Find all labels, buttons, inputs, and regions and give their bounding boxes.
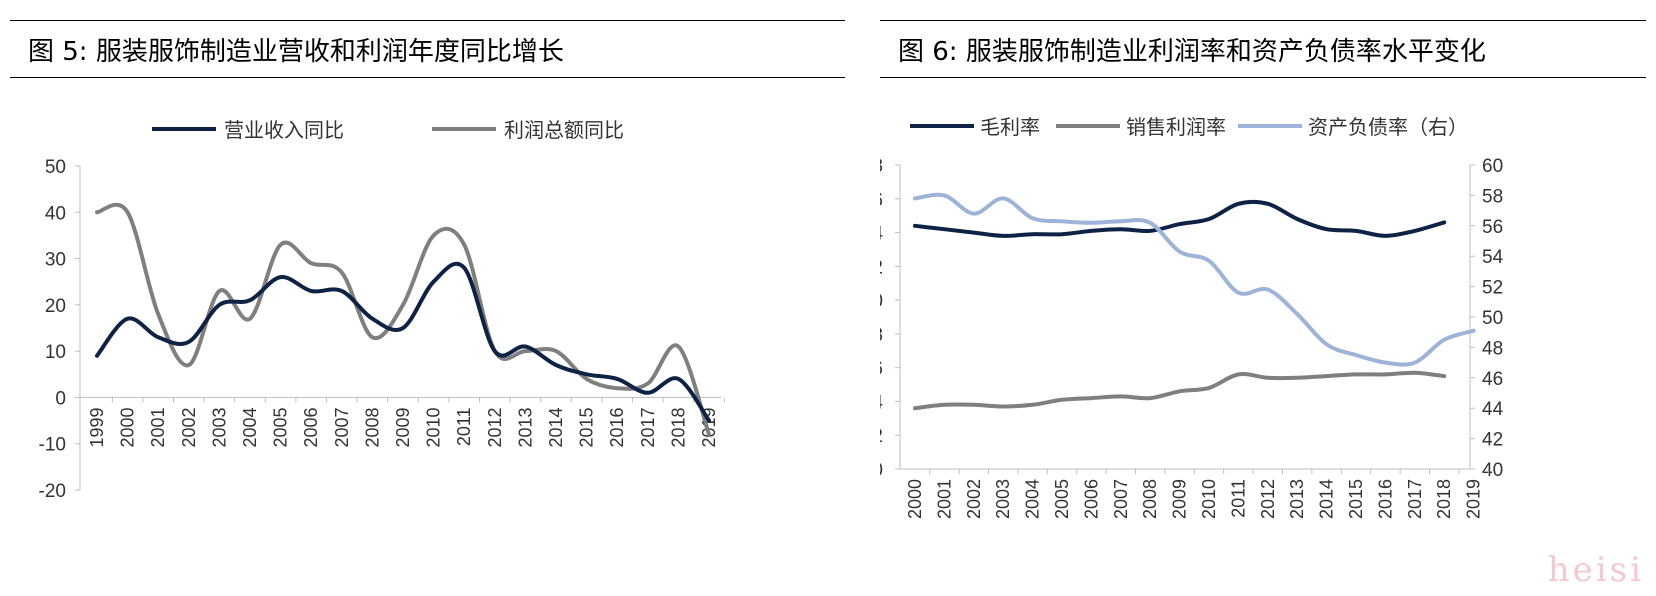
x-tick-label: 2018 [668,407,688,447]
x-tick-label: 2018 [1434,479,1454,519]
legend-label-1: 营业收入同比 [224,119,344,142]
watermark: heisi [1547,550,1644,590]
x-tick-label: 2017 [638,407,658,447]
y-left-tick-label: 14 [880,224,883,245]
figure-6-title: 图 6: 服装服饰制造业利润率和资产负债率水平变化 [898,37,1486,67]
y-left-tick-label: 6 [880,359,883,380]
y-right-tick-label: 52 [1482,278,1503,299]
x-tick-label: 2001 [148,407,168,447]
figure-5-title: 图 5: 服装服饰制造业营收和利润年度同比增长 [28,37,564,67]
x-tick-label: 2014 [546,407,566,447]
y-tick-label: 20 [45,296,66,317]
x-tick-label: 2007 [1111,479,1131,519]
x-tick-label: 2016 [607,407,627,447]
x-tick-label: 2000 [905,479,925,519]
y-left-tick-label: 2 [880,426,883,447]
y-right-tick-label: 48 [1482,338,1503,359]
series-1-line [95,261,711,423]
y-right-tick-label: 56 [1482,217,1503,238]
y-left-tick-label: 16 [880,190,883,211]
figure-5-title-bar: 图 5: 服装服饰制造业营收和利润年度同比增长 [10,20,845,78]
x-tick-label: 2013 [1287,479,1307,519]
y-left-tick-label: 10 [880,291,883,312]
x-tick-label: 2005 [271,407,291,447]
x-tick-label: 2017 [1405,479,1425,519]
x-tick-label: 2004 [240,407,260,447]
x-tick-label: 2015 [1346,479,1366,519]
x-tick-label: 2008 [362,407,382,447]
y-tick-label: 10 [45,342,66,363]
x-tick-label: 2006 [301,407,321,447]
x-tick-label: 2014 [1317,479,1337,519]
x-tick-label: 2004 [1023,479,1043,519]
series-2-line [95,202,711,437]
figure-6-chart: 1816141210864206058565452504846444240200… [880,116,1504,519]
x-tick-label: 2015 [577,407,597,447]
x-tick-label: 2005 [1052,479,1072,519]
y-right-tick-label: 40 [1482,460,1503,481]
series-2-line [913,370,1447,411]
x-tick-label: 2013 [515,407,535,447]
legend-label-1: 毛利率 [980,116,1040,139]
y-tick-label: -20 [39,481,66,502]
x-tick-label: 2010 [424,407,444,447]
y-right-tick-label: 54 [1482,247,1504,268]
x-tick-label: 2007 [332,407,352,447]
y-tick-label: 30 [45,250,66,271]
x-tick-label: 2011 [1228,479,1248,518]
x-tick-label: 2009 [1170,479,1190,519]
x-tick-label: 1999 [87,407,107,447]
figure-5-panel: 图 5: 服装服饰制造业营收和利润年度同比增长 50 40 30 20 10 0 -10 -2… [10,20,845,502]
y-tick-label: 40 [45,203,66,224]
y-left-tick-label: 12 [880,257,883,278]
y-tick-label: 50 [45,157,66,178]
x-tick-label: 2000 [118,407,138,447]
y-right-tick-label: 44 [1482,399,1504,420]
y-tick-label: 0 [55,388,66,409]
x-tick-label: 2001 [934,479,954,519]
y-right-tick-label: 46 [1482,369,1503,390]
x-tick-label: 2010 [1199,479,1219,519]
x-tick-label: 2002 [964,479,984,519]
y-right-tick-label: 60 [1482,156,1503,177]
y-tick-label: -10 [39,435,66,456]
x-tick-label: 2003 [993,479,1013,519]
y-left-tick-label: 8 [880,325,883,346]
legend-label-2: 利润总额同比 [504,119,624,142]
x-tick-label: 2002 [179,407,199,447]
y-left-tick-label: 18 [880,156,883,177]
x-tick-label: 2006 [1081,479,1101,519]
y-right-tick-label: 58 [1482,186,1503,207]
x-tick-label: 2003 [209,407,229,447]
series-1-line [913,199,1447,238]
legend-label-3: 资产负债率（右） [1308,116,1468,139]
x-tick-label: 2011 [454,407,474,446]
x-tick-label: 2012 [485,407,505,447]
y-right-tick-label: 50 [1482,308,1503,329]
figure-6-panel: 图 6: 服装服饰制造业利润率和资产负债率水平变化 18161412108642… [880,0,1656,596]
x-tick-label: 2016 [1375,479,1395,519]
x-tick-label: 2019 [1464,479,1484,519]
y-left-tick-label: 0 [880,460,883,481]
figure-6-title-bar: 图 6: 服装服饰制造业利润率和资产负债率水平变化 [880,20,1646,78]
x-tick-label: 2012 [1258,479,1278,519]
series-3-line [913,192,1476,367]
y-left-tick-label: 4 [880,392,883,413]
x-tick-label: 2009 [393,407,413,447]
y-right-tick-label: 42 [1482,430,1503,451]
x-tick-label: 2008 [1140,479,1160,519]
legend-label-2: 销售利润率 [1126,116,1226,139]
